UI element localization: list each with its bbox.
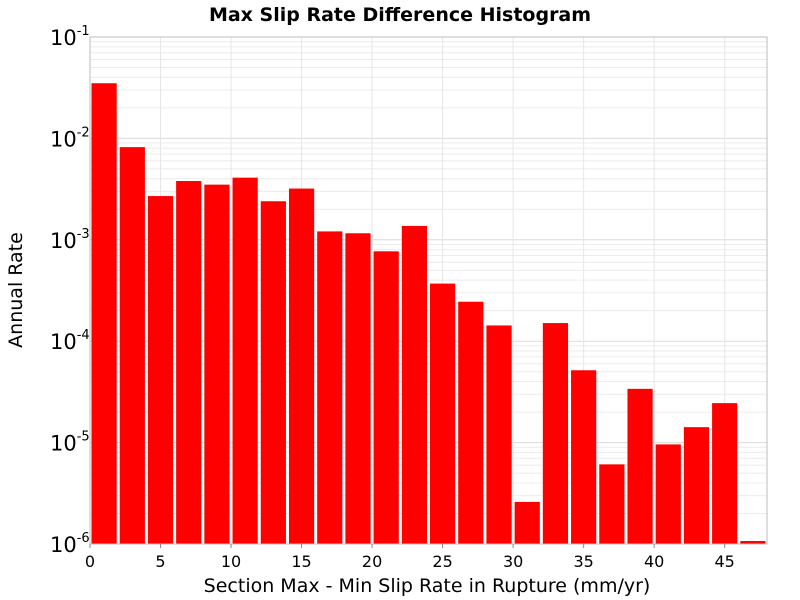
x-tick-label: 15 — [291, 552, 311, 571]
y-tick-label: 10-5 — [50, 430, 90, 456]
x-tick-label: 5 — [155, 552, 165, 571]
x-tick-label: 10 — [221, 552, 241, 571]
x-tick-label: 30 — [503, 552, 523, 571]
histogram-bar — [655, 444, 681, 544]
histogram-bar — [458, 301, 484, 544]
histogram-bar — [232, 177, 258, 545]
histogram-bar — [627, 388, 653, 544]
grid — [89, 37, 767, 545]
x-tick-label: 40 — [644, 552, 664, 571]
histogram-bar — [260, 201, 286, 544]
y-axis-label: Annual Rate — [5, 232, 27, 348]
histogram-bar — [119, 147, 145, 544]
histogram-bar — [204, 184, 230, 544]
histogram-bar — [430, 283, 456, 544]
y-tick-label: 10-4 — [50, 328, 90, 354]
histogram-bar — [288, 188, 315, 544]
histogram-bar — [345, 233, 371, 544]
chart-title: Max Slip Rate Difference Histogram — [209, 4, 591, 26]
histogram-bar — [740, 541, 766, 544]
y-tick-label: 10-1 — [50, 24, 90, 50]
histogram-bar — [571, 370, 597, 544]
y-tick-label: 10-6 — [50, 531, 90, 557]
histogram-bar — [401, 225, 427, 545]
x-ticks: 0 5 10 15 20 25 30 35 40 45 — [85, 544, 735, 571]
x-tick-label: 45 — [715, 552, 735, 571]
y-ticks: 10-6 10-5 10-4 10-3 10-2 10-1 — [50, 24, 90, 557]
x-tick-label: 0 — [85, 552, 95, 571]
histogram-bar — [486, 325, 512, 544]
histogram-bar — [514, 501, 540, 544]
histogram-bar — [91, 83, 117, 544]
histogram-bar — [599, 464, 625, 544]
y-tick-label: 10-2 — [50, 125, 90, 151]
histogram-bar — [373, 251, 399, 544]
bars — [91, 83, 766, 545]
histogram-bar — [147, 196, 174, 545]
x-axis-label: Section Max - Min Slip Rate in Rupture (… — [204, 575, 651, 597]
x-tick-label: 35 — [573, 552, 593, 571]
plot-frame — [89, 36, 768, 545]
histogram-bar — [542, 323, 569, 544]
histogram-bar — [176, 181, 202, 544]
histogram-bar — [712, 403, 738, 544]
x-tick-label: 25 — [432, 552, 452, 571]
histogram-bar — [317, 231, 343, 544]
x-tick-label: 20 — [362, 552, 382, 571]
histogram-bar — [683, 427, 710, 544]
y-tick-label: 10-3 — [50, 227, 90, 253]
